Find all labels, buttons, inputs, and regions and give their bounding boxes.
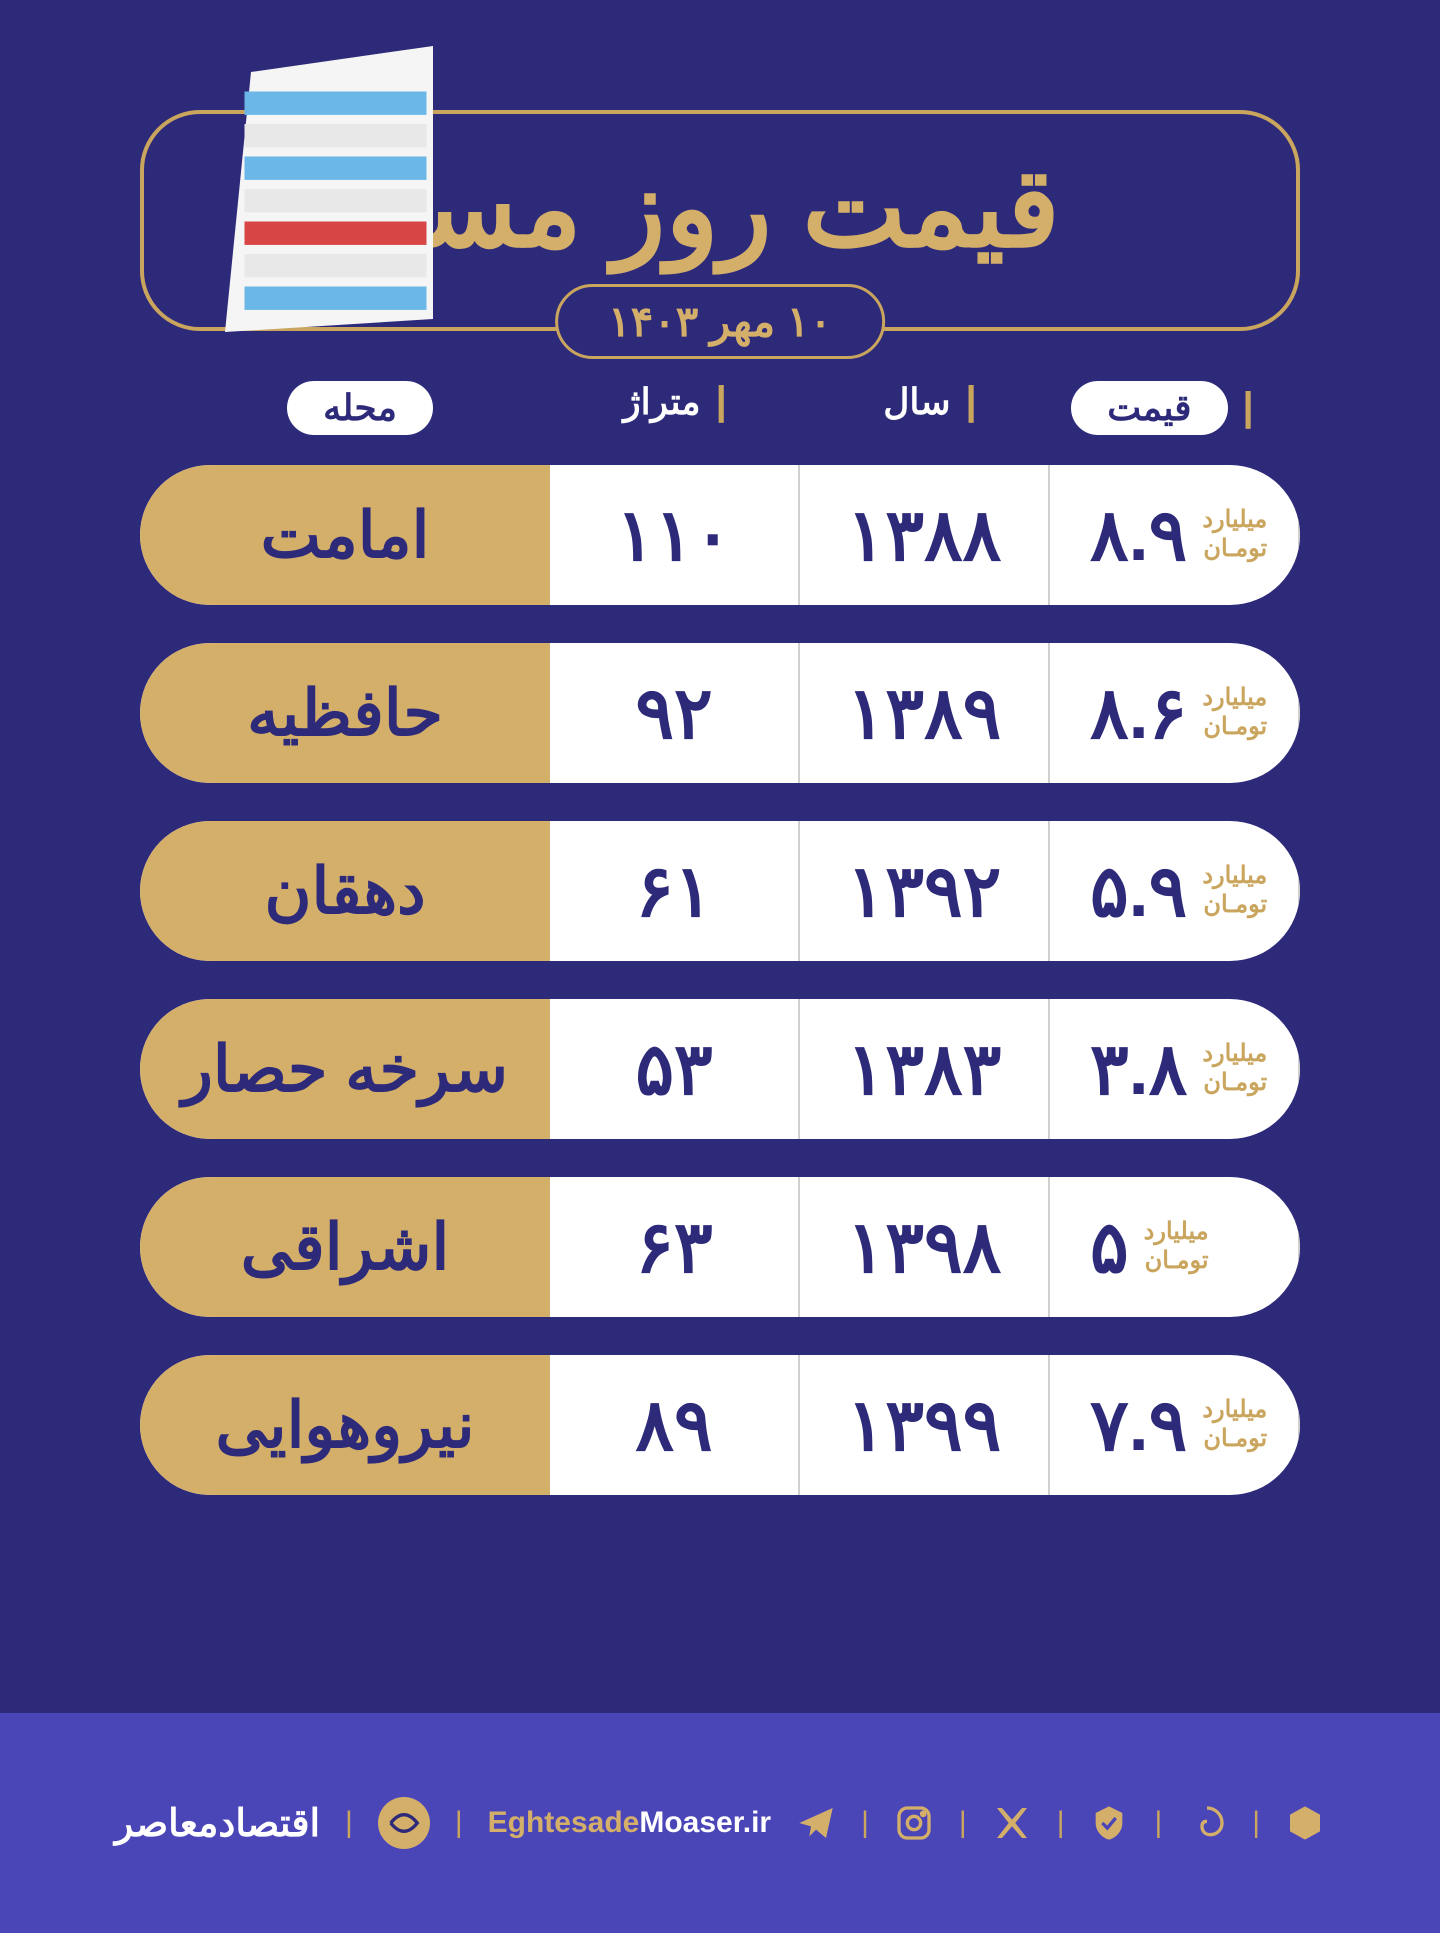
cell-neighborhood: اشراقی (140, 1177, 550, 1317)
header-price-label: قیمت (1071, 381, 1227, 435)
brand-name-fa: اقتصادمعاصر (115, 1801, 320, 1846)
cell-year: ۱۳۸۹ (800, 643, 1050, 783)
divider-icon: | (966, 379, 977, 423)
cell-neighborhood: حافظیه (140, 643, 550, 783)
separator-icon: | (959, 1806, 967, 1840)
instagram-icon[interactable] (894, 1803, 934, 1843)
price-unit: میلیاردتومـان (1202, 506, 1267, 564)
hex-icon[interactable] (1285, 1803, 1325, 1843)
table-row: حافظیه ۹۲ ۱۳۸۹ ۸.۶ میلیاردتومـان (140, 643, 1300, 783)
cell-neighborhood: سرخه حصار (140, 999, 550, 1139)
brand-logo-icon (378, 1797, 430, 1849)
cell-year: ۱۳۹۲ (800, 821, 1050, 961)
header-card: قیمت روز مسکن ۱۰ مهر ۱۴۰۳ (140, 110, 1300, 331)
table-row: نیروهوایی ۸۹ ۱۳۹۹ ۷.۹ میلیاردتومـان (140, 1355, 1300, 1495)
cell-price: ۷.۹ میلیاردتومـان (1050, 1355, 1300, 1495)
divider-icon: | (716, 379, 727, 423)
separator-icon: | (455, 1806, 463, 1840)
table-row: امامت ۱۱۰ ۱۳۸۸ ۸.۹ میلیاردتومـان (140, 465, 1300, 605)
cell-year: ۱۳۹۸ (800, 1177, 1050, 1317)
cell-area: ۸۹ (550, 1355, 800, 1495)
separator-icon: | (1154, 1806, 1162, 1840)
header-price: | قیمت (1060, 381, 1270, 435)
price-value: ۳.۸ (1090, 1027, 1187, 1111)
cell-area: ۹۲ (550, 643, 800, 783)
cell-area: ۶۳ (550, 1177, 800, 1317)
brand-url-part1: Eghtesade (488, 1806, 640, 1839)
header-year: | سال (805, 381, 1060, 435)
cell-price: ۵.۹ میلیاردتومـان (1050, 821, 1300, 961)
cell-area: ۵۳ (550, 999, 800, 1139)
price-unit: میلیاردتومـان (1202, 862, 1267, 920)
separator-icon: | (345, 1806, 353, 1840)
cell-neighborhood: دهقان (140, 821, 550, 961)
separator-icon: | (861, 1806, 869, 1840)
header-area-label: متراژ (623, 381, 700, 422)
date-badge: ۱۰ مهر ۱۴۰۳ (555, 284, 885, 359)
telegram-icon[interactable] (796, 1803, 836, 1843)
divider-icon: | (1243, 385, 1254, 429)
cell-price: ۵ میلیاردتومـان (1050, 1177, 1300, 1317)
price-value: ۷.۹ (1090, 1383, 1187, 1467)
header-neighborhood: محله (170, 381, 550, 435)
cell-area: ۱۱۰ (550, 465, 800, 605)
cell-year: ۱۳۹۹ (800, 1355, 1050, 1495)
price-table: امامت ۱۱۰ ۱۳۸۸ ۸.۹ میلیاردتومـان حافظیه … (140, 465, 1300, 1495)
price-unit: میلیاردتومـان (1202, 684, 1267, 742)
price-unit: میلیاردتومـان (1144, 1218, 1209, 1276)
price-value: ۵.۹ (1090, 849, 1187, 933)
header-year-label: سال (883, 381, 950, 422)
spiral-icon[interactable] (1187, 1803, 1227, 1843)
header-neighborhood-label: محله (287, 381, 433, 435)
cell-year: ۱۳۸۸ (800, 465, 1050, 605)
cell-neighborhood: نیروهوایی (140, 1355, 550, 1495)
price-value: ۸.۹ (1090, 493, 1187, 577)
cell-price: ۳.۸ میلیاردتومـان (1050, 999, 1300, 1139)
table-row: اشراقی ۶۳ ۱۳۹۸ ۵ میلیاردتومـان (140, 1177, 1300, 1317)
header-area: | متراژ (550, 381, 805, 435)
separator-icon: | (1252, 1806, 1260, 1840)
table-row: سرخه حصار ۵۳ ۱۳۸۳ ۳.۸ میلیاردتومـان (140, 999, 1300, 1139)
brand-url-part2: Moaser.ir (639, 1806, 771, 1839)
brand-url[interactable]: EghtesadeMoaser.ir (488, 1806, 771, 1840)
building-illustration (199, 44, 459, 334)
footer: اقتصادمعاصر | | EghtesadeMoaser.ir | | |… (0, 1713, 1440, 1933)
separator-icon: | (1057, 1806, 1065, 1840)
cell-year: ۱۳۸۳ (800, 999, 1050, 1139)
x-icon[interactable] (992, 1803, 1032, 1843)
cell-area: ۶۱ (550, 821, 800, 961)
price-value: ۸.۶ (1090, 671, 1187, 755)
column-headers: محله | متراژ | سال | قیمت (140, 381, 1300, 465)
price-value: ۵ (1090, 1205, 1129, 1289)
cell-neighborhood: امامت (140, 465, 550, 605)
shield-icon[interactable] (1089, 1803, 1129, 1843)
price-unit: میلیاردتومـان (1202, 1040, 1267, 1098)
price-unit: میلیاردتومـان (1202, 1396, 1267, 1454)
table-row: دهقان ۶۱ ۱۳۹۲ ۵.۹ میلیاردتومـان (140, 821, 1300, 961)
cell-price: ۸.۶ میلیاردتومـان (1050, 643, 1300, 783)
cell-price: ۸.۹ میلیاردتومـان (1050, 465, 1300, 605)
